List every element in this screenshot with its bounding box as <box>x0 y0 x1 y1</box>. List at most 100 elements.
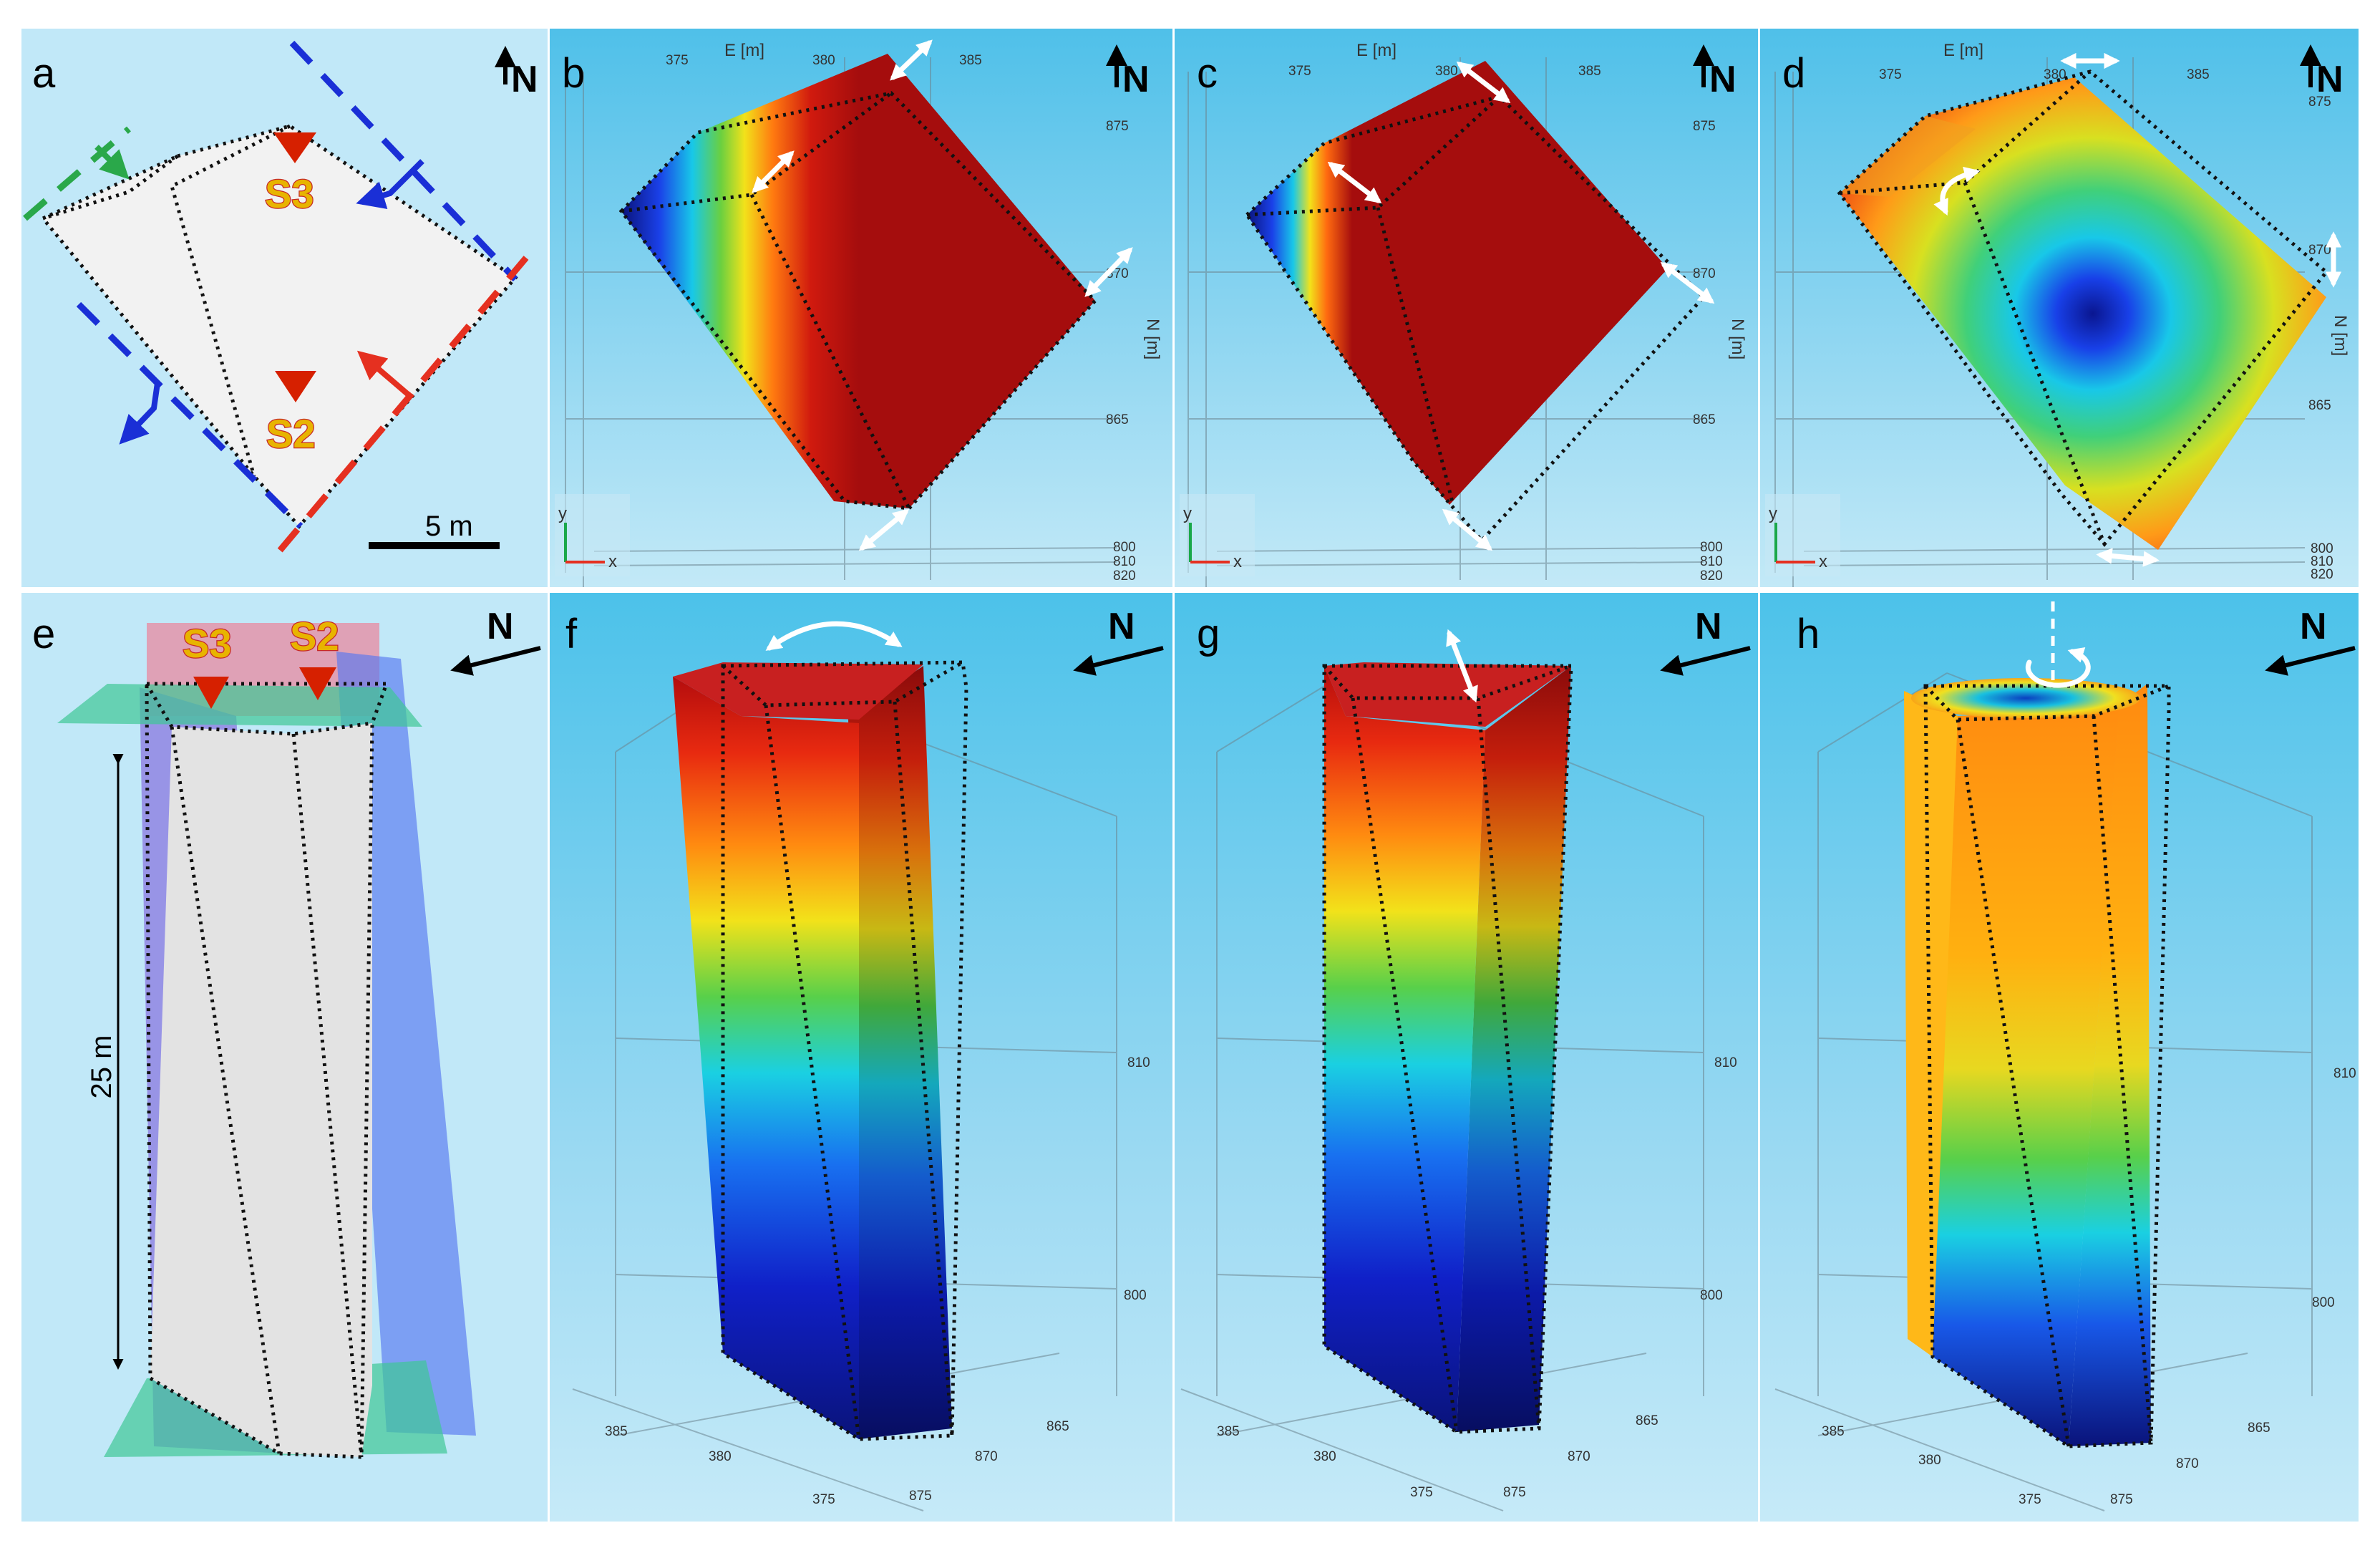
z-tick: 800 <box>1124 1288 1147 1303</box>
displacement-field-edge <box>1840 116 1976 197</box>
double-arrow-icon <box>1660 261 1715 304</box>
axis-e-label: E [m] <box>1356 41 1397 60</box>
double-arrow-icon <box>890 39 933 81</box>
block-top-face <box>43 126 515 526</box>
axis-triad-icon: y x <box>1180 494 1255 576</box>
e-tick: 380 <box>2044 67 2066 82</box>
axis-n-label: N [m] <box>1143 319 1162 359</box>
station-s3-label: S3 <box>183 621 232 666</box>
panel-e-letter: e <box>32 611 55 657</box>
dip-arrow-blue-left-icon <box>119 382 160 445</box>
north-label: N <box>511 59 538 100</box>
block-inner-edge <box>42 154 179 221</box>
e-tick: 375 <box>1288 64 1311 79</box>
z-tick: 800 <box>2311 541 2333 556</box>
n-tick: 865 <box>1636 1413 1658 1428</box>
undeformed-edge <box>1839 70 2092 195</box>
e-tick: 380 <box>1313 1449 1336 1464</box>
z-tick: 820 <box>1113 569 1136 584</box>
triad-y-label: y <box>558 504 567 523</box>
undeformed-edge <box>749 193 911 510</box>
undeformed-outline <box>1322 664 1573 1434</box>
n-tick: 865 <box>2248 1421 2270 1436</box>
axis-triad-icon: y x <box>555 494 630 576</box>
double-arrow-icon <box>752 150 795 193</box>
dip-arrow-blue-top-icon <box>356 159 424 209</box>
n-tick: 865 <box>2308 398 2331 413</box>
station-s3-marker-icon <box>193 677 229 709</box>
displacement-field-front <box>1904 691 2119 1446</box>
panel-d: d N E [m] 375 380 385 875 870 865 N [m] … <box>1760 29 2359 587</box>
n-tick: 875 <box>1693 119 1716 134</box>
z-tick: 800 <box>1113 540 1136 555</box>
panel-e: e N 25 m S3 S2 <box>21 593 548 1522</box>
z-tick: 800 <box>1700 540 1723 555</box>
panel-c-letter: c <box>1197 50 1218 97</box>
north-arrow-icon: N <box>450 606 541 676</box>
e-tick: 375 <box>812 1492 835 1507</box>
displacement-field-left <box>1904 691 1958 1357</box>
scale-bar-label: 5 m <box>425 511 473 542</box>
undeformed-edge <box>1963 182 2107 545</box>
block-edge <box>145 682 373 736</box>
z-tick: 810 <box>1700 554 1723 569</box>
n-tick: 875 <box>2110 1492 2133 1507</box>
axis-n-label: N [m] <box>1728 319 1747 359</box>
station-s2-marker-icon <box>299 667 336 700</box>
top-rotation-field <box>1911 678 2140 718</box>
undeformed-edge <box>764 705 861 1440</box>
north-arrow-icon: N <box>2265 606 2356 676</box>
axis-triad-icon: y x <box>1765 494 1840 576</box>
dip-arrow-red-icon <box>356 350 414 400</box>
double-arrow-icon <box>1327 161 1382 204</box>
discontinuity-trace-green <box>23 126 131 221</box>
triad-y-label: y <box>1183 504 1192 523</box>
displacement-field-side <box>1457 666 1571 1432</box>
panel-b: b N E [m] 375 380 385 875 870 865 N [m] … <box>550 29 1172 587</box>
panel-g-letter: g <box>1197 611 1220 657</box>
north-label: N <box>1695 606 1722 647</box>
panel-h-letter: h <box>1797 611 1820 657</box>
height-dimension: 25 m <box>86 754 124 1370</box>
triad-y-label: y <box>1769 504 1777 523</box>
axis-e-label: E [m] <box>1943 41 1983 60</box>
panel-f-letter: f <box>565 611 578 657</box>
triad-x-label: x <box>608 552 617 571</box>
station-s3-label: S3 <box>265 171 314 216</box>
double-arrow-icon <box>858 508 910 551</box>
station-s2-marker-icon <box>275 371 316 402</box>
double-arrow-icon <box>1446 629 1478 703</box>
z-tick: 800 <box>1700 1288 1723 1303</box>
panel-b-letter: b <box>562 50 585 97</box>
z-tick: 820 <box>2311 567 2333 582</box>
n-tick: 875 <box>2308 95 2331 110</box>
n-tick: 875 <box>1106 119 1129 134</box>
north-arrow-icon: N <box>1073 606 1164 676</box>
plane-green-top <box>57 684 422 727</box>
triad-x-label: x <box>1233 552 1242 571</box>
north-arrow-icon: N <box>1106 44 1150 100</box>
north-arrow-icon: N <box>2300 44 2343 100</box>
e-tick: 385 <box>1822 1424 1845 1439</box>
north-label: N <box>1122 59 1150 100</box>
displacement-field-side <box>848 666 952 1439</box>
z-tick: 810 <box>1714 1055 1737 1070</box>
rotation-arrow-icon <box>2025 647 2091 688</box>
double-arrow-icon <box>1456 61 1511 104</box>
z-tick: 810 <box>1113 554 1136 569</box>
triad-x-label: x <box>1819 552 1827 571</box>
axis-e-label: E [m] <box>724 41 764 60</box>
e-tick: 375 <box>2019 1492 2041 1507</box>
e-tick: 380 <box>812 53 835 68</box>
e-tick: 375 <box>1410 1485 1433 1500</box>
undeformed-edge <box>1351 697 1459 1433</box>
curved-double-arrow-icon <box>765 621 903 651</box>
n-tick: 870 <box>1568 1449 1590 1464</box>
north-label: N <box>1108 606 1135 647</box>
e-tick: 385 <box>959 53 982 68</box>
n-tick: 865 <box>1046 1419 1069 1434</box>
panel-a: a N S3 S2 5 m <box>21 29 548 587</box>
height-label: 25 m <box>86 1035 117 1099</box>
n-tick: 865 <box>1106 412 1129 427</box>
